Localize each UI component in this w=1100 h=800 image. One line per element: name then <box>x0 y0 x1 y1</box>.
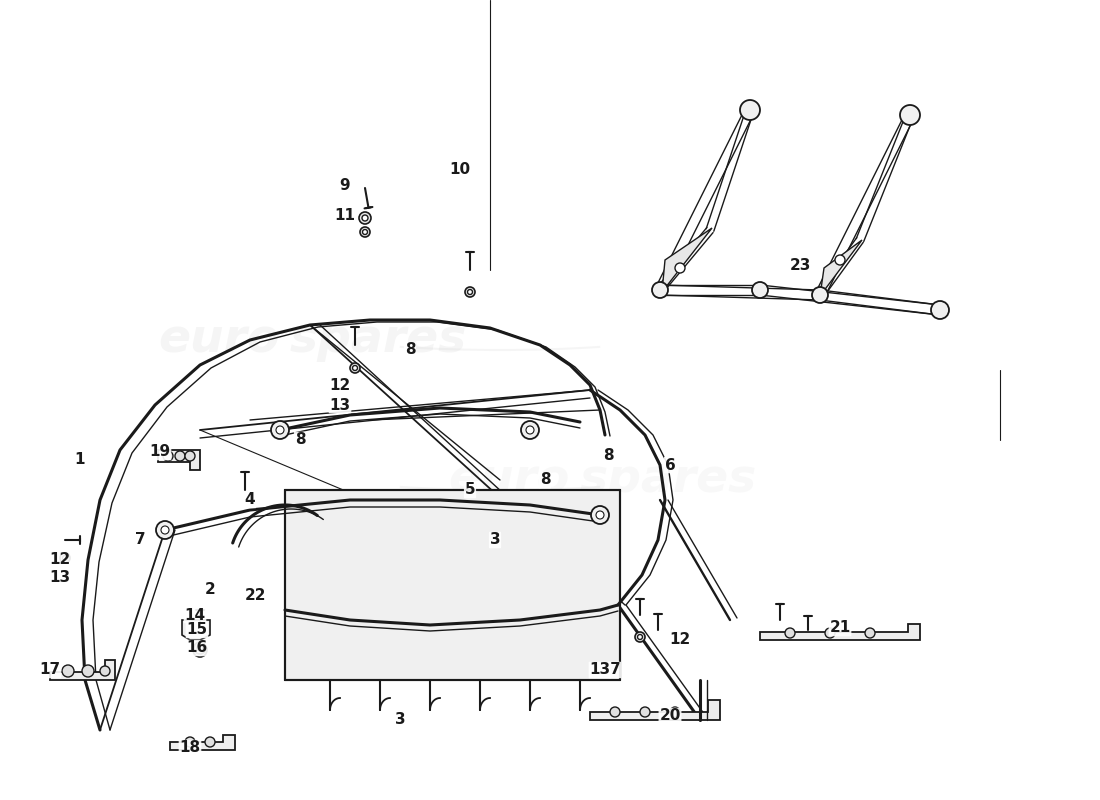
Circle shape <box>197 647 204 653</box>
Circle shape <box>675 263 685 273</box>
Circle shape <box>362 215 369 221</box>
Circle shape <box>740 100 760 120</box>
Text: 5: 5 <box>464 482 475 498</box>
Text: 13: 13 <box>590 662 610 678</box>
Circle shape <box>192 643 207 657</box>
Text: euro: euro <box>449 458 570 502</box>
Text: 12: 12 <box>329 378 351 393</box>
Text: 7: 7 <box>609 662 620 678</box>
Circle shape <box>900 105 920 125</box>
Circle shape <box>100 666 110 676</box>
Circle shape <box>276 426 284 434</box>
Circle shape <box>360 227 370 237</box>
Circle shape <box>652 282 668 298</box>
Text: 18: 18 <box>179 741 200 755</box>
Circle shape <box>156 521 174 539</box>
Circle shape <box>638 634 642 639</box>
Text: 12: 12 <box>670 633 691 647</box>
Text: 23: 23 <box>790 258 811 273</box>
Circle shape <box>62 665 74 677</box>
Text: 9: 9 <box>340 178 350 193</box>
Text: euro: euro <box>158 318 280 362</box>
Polygon shape <box>170 735 235 750</box>
Text: 8: 8 <box>405 342 416 358</box>
Circle shape <box>670 707 680 717</box>
Text: 22: 22 <box>244 587 266 602</box>
Text: 1: 1 <box>75 453 86 467</box>
Circle shape <box>785 628 795 638</box>
Polygon shape <box>182 620 210 640</box>
Text: 8: 8 <box>295 433 306 447</box>
Circle shape <box>610 707 620 717</box>
Polygon shape <box>50 660 116 680</box>
Text: 14: 14 <box>185 607 206 622</box>
Circle shape <box>60 553 70 563</box>
Circle shape <box>812 287 828 303</box>
Circle shape <box>352 366 358 370</box>
Text: 8: 8 <box>603 447 614 462</box>
Text: 2: 2 <box>205 582 216 598</box>
Circle shape <box>163 451 173 461</box>
Circle shape <box>591 506 609 524</box>
Circle shape <box>640 707 650 717</box>
Polygon shape <box>285 490 620 680</box>
Text: 12: 12 <box>50 553 70 567</box>
Circle shape <box>82 665 94 677</box>
Circle shape <box>825 628 835 638</box>
Polygon shape <box>820 240 862 296</box>
Text: 16: 16 <box>186 641 208 655</box>
Circle shape <box>194 642 206 654</box>
Text: 15: 15 <box>186 622 208 638</box>
Circle shape <box>521 421 539 439</box>
Polygon shape <box>760 624 920 640</box>
Text: 21: 21 <box>829 621 850 635</box>
Circle shape <box>468 290 473 294</box>
Circle shape <box>635 632 645 642</box>
Circle shape <box>197 645 204 651</box>
Text: spares: spares <box>290 318 468 362</box>
Text: 11: 11 <box>334 207 355 222</box>
Circle shape <box>465 287 475 297</box>
Circle shape <box>359 212 371 224</box>
Text: 8: 8 <box>540 473 550 487</box>
Circle shape <box>363 230 367 234</box>
Circle shape <box>185 737 195 747</box>
Circle shape <box>596 511 604 519</box>
Text: 13: 13 <box>329 398 351 413</box>
Text: 3: 3 <box>395 713 405 727</box>
Circle shape <box>752 282 768 298</box>
Circle shape <box>835 255 845 265</box>
Circle shape <box>185 451 195 461</box>
Text: 6: 6 <box>664 458 675 473</box>
Polygon shape <box>662 228 712 292</box>
Polygon shape <box>158 450 200 470</box>
Circle shape <box>161 526 169 534</box>
Polygon shape <box>590 700 720 720</box>
Text: 10: 10 <box>450 162 471 178</box>
Circle shape <box>350 363 360 373</box>
Circle shape <box>526 426 534 434</box>
Text: 7: 7 <box>134 533 145 547</box>
Text: 3: 3 <box>490 533 500 547</box>
Circle shape <box>175 451 185 461</box>
Text: 20: 20 <box>659 709 681 723</box>
Circle shape <box>931 301 949 319</box>
Text: spares: spares <box>580 458 757 502</box>
Circle shape <box>205 737 214 747</box>
Text: 17: 17 <box>40 662 60 678</box>
Circle shape <box>271 421 289 439</box>
Circle shape <box>63 555 67 561</box>
Text: 13: 13 <box>50 570 70 586</box>
Text: 19: 19 <box>150 445 170 459</box>
Circle shape <box>865 628 874 638</box>
Text: 4: 4 <box>244 493 255 507</box>
